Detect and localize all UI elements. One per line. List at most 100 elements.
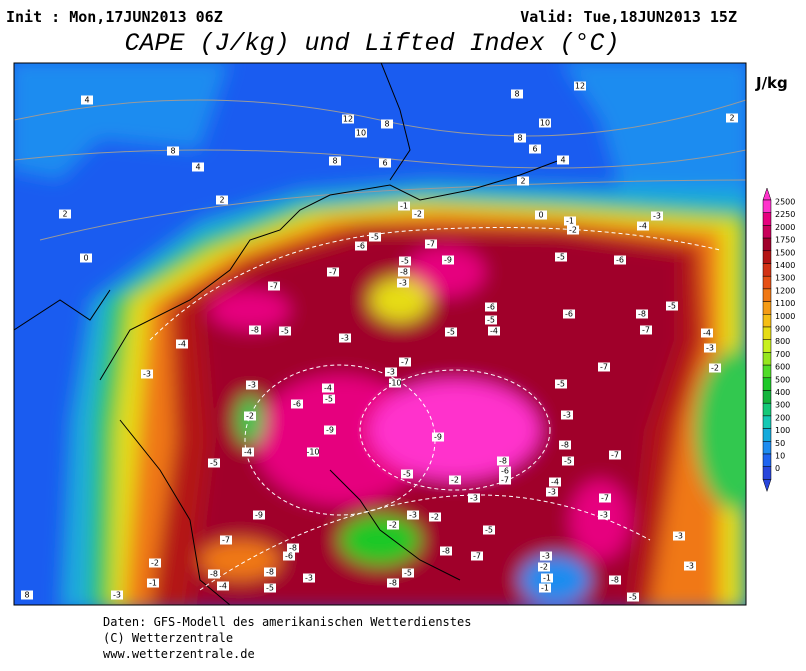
li-label-box: [598, 362, 610, 372]
li-label-box: [192, 162, 204, 172]
colorbar-cap: [762, 187, 772, 201]
li-label-box: [216, 195, 228, 205]
li-label: -3: [409, 511, 417, 520]
li-label-box: [381, 119, 393, 129]
li-label: -2: [414, 210, 422, 219]
li-label-box: [111, 590, 123, 600]
li-label: -8: [210, 570, 218, 579]
li-label: -5: [325, 395, 333, 404]
li-label: 12: [343, 115, 353, 124]
init-time: Init : Mon,17JUN2013 06Z: [6, 8, 223, 26]
li-label: -5: [403, 470, 411, 479]
li-label-box: [535, 210, 547, 220]
colorbar-label: 2250: [775, 210, 795, 219]
colorbar-label: 500: [775, 375, 790, 384]
li-label: -5: [266, 584, 274, 593]
li-label: -3: [248, 381, 256, 390]
colorbar-swatch: [762, 199, 772, 213]
li-label-box: [307, 447, 319, 457]
footer-line: www.wetterzentrale.de: [103, 647, 255, 661]
li-label: 8: [332, 157, 337, 166]
li-label-box: [279, 326, 291, 336]
li-label-box: [538, 562, 550, 572]
colorbar-label: 1100: [775, 299, 795, 308]
li-label-box: [549, 477, 561, 487]
li-label-box: [287, 543, 299, 553]
li-label: -8: [389, 579, 397, 588]
li-label-box: [564, 216, 576, 226]
li-label: -3: [542, 552, 550, 561]
colorbar-label: 2000: [775, 223, 795, 232]
li-label: -6: [501, 467, 509, 476]
li-label-box: [264, 567, 276, 577]
li-label: -5: [557, 253, 565, 262]
colorbar-label: 100: [775, 426, 790, 435]
li-label: -2: [540, 563, 548, 572]
li-label-box: [398, 201, 410, 211]
li-label-box: [327, 267, 339, 277]
cape-field: [14, 63, 746, 605]
li-label-box: [562, 456, 574, 466]
li-label: -8: [400, 268, 408, 277]
li-label: -6: [616, 256, 624, 265]
colorbar-label: 800: [775, 337, 790, 346]
li-label: -3: [548, 488, 556, 497]
li-label: 10: [540, 119, 550, 128]
li-label: -8: [251, 326, 259, 335]
li-label-box: [80, 253, 92, 263]
li-label-box: [208, 458, 220, 468]
li-label-box: [561, 410, 573, 420]
li-label: -8: [561, 441, 569, 450]
li-label-box: [389, 378, 401, 388]
li-label-box: [399, 256, 411, 266]
li-label: -3: [563, 411, 571, 420]
colorbar-swatch: [762, 288, 772, 302]
colorbar-label: 0: [775, 464, 780, 473]
li-label-box: [429, 512, 441, 522]
li-label-box: [149, 558, 161, 568]
colorbar-unit: J/kg: [755, 74, 788, 92]
li-label-box: [397, 278, 409, 288]
li-label-box: [609, 450, 621, 460]
li-label: 12: [575, 82, 585, 91]
li-label-box: [339, 333, 351, 343]
colorbar-label: 1000: [775, 312, 795, 321]
colorbar-label: 1750: [775, 236, 795, 245]
li-label: -3: [305, 574, 313, 583]
li-label-box: [539, 583, 551, 593]
colorbar-swatch: [762, 364, 772, 379]
li-label-box: [387, 578, 399, 588]
li-label-box: [557, 155, 569, 165]
li-label: 4: [560, 156, 565, 165]
colorbar-swatch: [762, 339, 772, 353]
li-label: -3: [706, 344, 714, 353]
li-label: -5: [485, 526, 493, 535]
li-label: -10: [306, 448, 319, 457]
li-label-box: [401, 469, 413, 479]
colorbar-swatch: [762, 314, 772, 328]
li-label-box: [264, 583, 276, 593]
li-label: -3: [143, 370, 151, 379]
li-label-box: [567, 225, 579, 235]
colorbar-label: 400: [775, 388, 790, 397]
li-label-box: [355, 241, 367, 251]
li-label-box: [563, 309, 575, 319]
li-label: 2: [219, 196, 224, 205]
li-label-box: [511, 89, 523, 99]
li-label: -7: [329, 268, 337, 277]
li-label: -3: [113, 591, 121, 600]
li-label: 8: [170, 147, 175, 156]
colorbar-label: 300: [775, 401, 790, 410]
li-label-box: [637, 221, 649, 231]
colorbar-swatch: [762, 301, 772, 315]
li-label-box: [517, 176, 529, 186]
colorbar-swatch: [762, 225, 772, 239]
colorbar-swatch: [762, 250, 772, 264]
li-label: 10: [356, 129, 366, 138]
li-label-box: [379, 158, 391, 168]
li-label-box: [701, 328, 713, 338]
li-label: 6: [382, 159, 387, 168]
li-label-box: [499, 475, 511, 485]
coastlines: [14, 63, 561, 605]
li-label: -2: [451, 476, 459, 485]
